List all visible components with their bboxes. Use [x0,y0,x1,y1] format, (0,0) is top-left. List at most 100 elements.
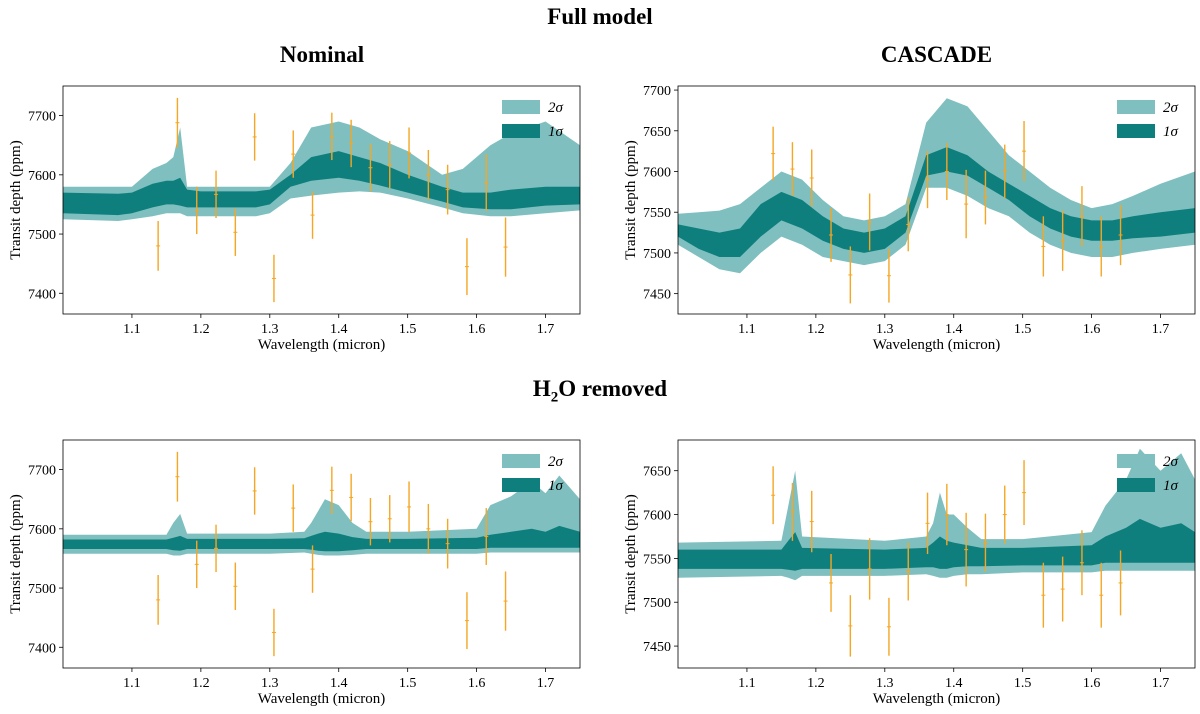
y-tick-label: 7500 [643,247,671,262]
x-tick-label: 1.1 [738,676,756,691]
legend-swatch-1sigma [1117,124,1155,138]
plot-area [63,451,580,657]
x-tick-label: 1.1 [123,322,141,337]
row-title-h2o-prefix: H [532,376,551,401]
x-tick-label: 1.6 [468,322,486,337]
x-tick-label: 1.3 [261,322,279,337]
axes-frame [62,85,581,315]
chart-h2o-removed-cascade: 1.1 1.2 1.3 1.4 1.5 1.6 1.7 7450 7500 7550 7600 765… [615,434,1200,714]
x-tick-label: 1.3 [261,676,279,691]
x-axis-label: Wavelength (micron) [873,691,1001,707]
chart-svg: 1.1 1.2 1.3 1.4 1.5 1.6 1.7 7400 7500 7600 7700 Wav… [8,85,581,353]
legend-swatch-2sigma [1117,100,1155,114]
legend-label-1sigma: 1σ [1163,478,1179,494]
x-tick-label: 1.6 [468,676,486,691]
legend-label-2sigma: 2σ [548,100,564,116]
x-axis-label: Wavelength (micron) [873,337,1001,353]
y-tick-label: 7600 [643,509,671,524]
x-tick-label: 1.6 [1083,322,1101,337]
plot-area [678,448,1195,657]
x-tick-label: 1.2 [192,322,210,337]
y-tick-label: 7700 [28,464,56,479]
chart-svg: 1.1 1.2 1.3 1.4 1.5 1.6 1.7 7400 7500 7600 7700 Wav… [8,439,581,707]
x-axis-label: Wavelength (micron) [258,337,386,353]
axes-frame [677,85,1196,315]
x-tick-label: 1.1 [738,322,756,337]
x-tick-label: 1.2 [192,676,210,691]
chart-full-model-cascade: 1.1 1.2 1.3 1.4 1.5 1.6 1.7 7450 7500 7550 7600 765… [615,80,1200,360]
band-2sigma [63,475,580,556]
y-tick-label: 7600 [28,523,56,538]
x-axis-label: Wavelength (micron) [258,691,386,707]
x-tick-label: 1.5 [399,322,417,337]
legend-label-1sigma: 1σ [548,124,564,140]
axes-frame [62,439,581,669]
chart-svg: 1.1 1.2 1.3 1.4 1.5 1.6 1.7 7450 7500 7550 7600 765… [623,439,1196,707]
x-tick-label: 1.7 [537,676,555,691]
y-axis-label: Transit depth (ppm) [623,494,639,613]
plot-area [63,97,580,303]
x-tick-label: 1.1 [123,676,141,691]
y-tick-label: 7700 [28,110,56,125]
legend-swatch-2sigma [502,100,540,114]
band-1sigma [678,147,1195,257]
legend: 2σ 1σ [502,454,564,494]
chart-h2o-removed-nominal: 1.1 1.2 1.3 1.4 1.5 1.6 1.7 7400 7500 7600 7700 Wav… [0,434,585,714]
band-1sigma [63,525,580,552]
y-tick-label: 7400 [28,287,56,302]
plot-area [678,98,1195,304]
x-tick-label: 1.7 [1152,322,1170,337]
x-tick-label: 1.7 [1152,676,1170,691]
x-tick-label: 1.3 [876,322,894,337]
x-tick-label: 1.5 [1014,676,1032,691]
legend: 2σ 1σ [502,100,564,140]
chart-svg: 1.1 1.2 1.3 1.4 1.5 1.6 1.7 7450 7500 7550 7600 765… [623,84,1196,353]
x-tick-label: 1.6 [1083,676,1101,691]
legend-swatch-1sigma [502,124,540,138]
x-tick-label: 1.2 [807,322,825,337]
row-title-h2o-suffix: O removed [558,376,668,401]
y-axis-label: Transit depth (ppm) [8,140,24,259]
legend-swatch-2sigma [502,454,540,468]
x-tick-label: 1.3 [876,676,894,691]
legend: 2σ 1σ [1117,100,1179,140]
x-tick-label: 1.4 [945,322,963,337]
legend-label-2sigma: 2σ [548,454,564,470]
legend-swatch-1sigma [1117,478,1155,492]
x-tick-label: 1.4 [330,322,348,337]
y-axis-label: Transit depth (ppm) [623,140,639,259]
legend-label-1sigma: 1σ [1163,124,1179,140]
y-tick-label: 7400 [28,641,56,656]
x-tick-label: 1.7 [537,322,555,337]
x-tick-label: 1.5 [399,676,417,691]
legend: 2σ 1σ [1117,454,1179,494]
row-title-h2o-removed: H2O removed [0,376,1200,407]
y-tick-label: 7500 [28,228,56,243]
y-tick-label: 7650 [643,465,671,480]
x-tick-label: 1.4 [330,676,348,691]
y-tick-label: 7450 [643,640,671,655]
legend-swatch-1sigma [502,478,540,492]
row-title-full-model: Full model [547,4,653,29]
column-title-cascade: CASCADE [880,42,993,67]
legend-swatch-2sigma [1117,454,1155,468]
chart-full-model-nominal: 1.1 1.2 1.3 1.4 1.5 1.6 1.7 7400 7500 7600 7700 Wav… [0,80,585,360]
y-axis-label: Transit depth (ppm) [8,494,24,613]
y-tick-label: 7650 [643,125,671,140]
legend-label-1sigma: 1σ [548,478,564,494]
y-tick-label: 7450 [643,288,671,303]
band-1sigma [678,518,1195,571]
y-tick-label: 7500 [28,582,56,597]
x-tick-label: 1.5 [1014,322,1032,337]
y-tick-label: 7500 [643,596,671,611]
y-tick-label: 7550 [643,206,671,221]
x-tick-label: 1.2 [807,676,825,691]
y-tick-label: 7600 [28,169,56,184]
y-tick-label: 7700 [643,84,671,99]
y-tick-label: 7600 [643,166,671,181]
row-title-h2o-subscript: 2 [550,389,559,406]
x-tick-label: 1.4 [945,676,963,691]
axes-frame [677,439,1196,669]
legend-label-2sigma: 2σ [1163,454,1179,470]
legend-label-2sigma: 2σ [1163,100,1179,116]
